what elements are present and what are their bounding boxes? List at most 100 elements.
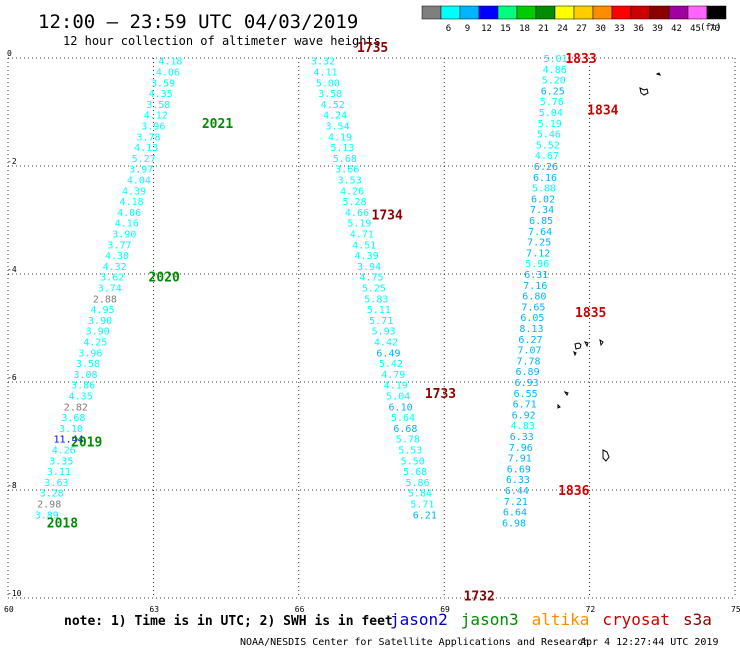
wave-height-value: 3.62 (100, 273, 124, 284)
wave-height-value: 11.44 (54, 435, 84, 446)
wave-height-value: 4.18 (158, 57, 182, 68)
legend-swatch (421, 5, 442, 20)
satellite-name-jason2: jason2 (390, 610, 448, 629)
legend-swatch (630, 5, 651, 20)
footer-note: note: 1) Time is in UTC; 2) SWH is in fe… (64, 614, 393, 629)
wave-height-value: 4.42 (374, 338, 398, 349)
legend-tick-label: 21 (538, 24, 549, 34)
wave-height-value: 7.12 (526, 248, 550, 259)
wave-height-value: 6.93 (515, 378, 539, 389)
wave-height-value: 4.16 (115, 219, 139, 230)
wave-height-value: 6.89 (516, 367, 540, 378)
pass-time-label: 2018 (47, 516, 78, 531)
wave-height-value: 4.71 (350, 230, 374, 241)
wave-height-value: 3.32 (311, 57, 335, 68)
legend-tick-label: 27 (576, 24, 587, 34)
wave-height-value: 5.53 (398, 446, 422, 457)
wave-height-value: 6.26 (534, 162, 558, 173)
wave-height-value: 4.79 (381, 370, 405, 381)
wave-height-value: 5.96 (525, 259, 549, 270)
wave-height-value: 5.88 (532, 184, 556, 195)
wave-height-value: 5.20 (542, 76, 566, 87)
wave-height-value: 6.10 (389, 402, 413, 413)
axis-tick-labels: 0 -2 -4 -6 -8 -10 60 63 66 69 72 75 (4, 49, 740, 614)
wave-height-value: 5.71 (410, 500, 434, 511)
legend-swatch (649, 5, 670, 20)
wave-height-value: 5.83 (364, 294, 388, 305)
pass-time-label: 1834 (587, 103, 618, 118)
wave-height-value: 3.54 (326, 122, 350, 133)
y-tick-label: -8 (7, 481, 17, 490)
legend-swatch (611, 5, 632, 20)
legend-swatch (440, 5, 461, 20)
pass-time-label: 2020 (149, 271, 180, 286)
wave-height-value: 3.90 (86, 327, 110, 338)
wave-height-value: 3.28 (40, 489, 64, 500)
wave-height-value: 7.78 (516, 356, 540, 367)
wave-height-value: 3.59 (151, 78, 175, 89)
wave-height-value: 3.94 (357, 262, 381, 273)
wave-height-value: 6.64 (503, 508, 527, 519)
wave-height-value: 5.76 (540, 97, 564, 108)
y-tick-label: -6 (7, 373, 17, 382)
wave-height-value: 6.49 (376, 348, 400, 359)
wave-height-value: 4.19 (328, 132, 352, 143)
wave-height-value: 4.26 (52, 446, 76, 457)
wave-height-value: 5.84 (408, 489, 432, 500)
pass-time-label: 2019 (71, 435, 102, 450)
legend-tick-label: 36 (633, 24, 644, 34)
legend-swatch (478, 5, 499, 20)
wave-height-value: 2.98 (37, 500, 61, 511)
wave-height-value: 6.02 (531, 194, 555, 205)
wave-height-value: 4.39 (355, 251, 379, 262)
wave-height-value: 6.92 (512, 410, 536, 421)
satellite-tracks: 4.184.063.594.353.584.123.963.784.135.27… (35, 41, 619, 604)
wave-height-value: 7.65 (521, 302, 545, 313)
legend-tick-label: 15 (500, 24, 511, 34)
wave-height-value: 4.12 (144, 111, 168, 122)
wave-height-value: 8.13 (519, 324, 543, 335)
wave-height-value: 4.52 (321, 100, 345, 111)
wave-height-value: 3.35 (49, 456, 73, 467)
wave-height-value: 6.27 (518, 335, 542, 346)
pass-time-label: 1835 (575, 306, 606, 321)
wave-height-value: 7.64 (528, 227, 552, 238)
legend-swatch (668, 5, 689, 20)
wave-height-value: 3.78 (137, 132, 161, 143)
wave-height-value: 4.35 (69, 392, 93, 403)
pass-time-label: 1836 (558, 484, 589, 499)
y-tick-label: -10 (7, 589, 22, 598)
wave-height-value: 7.96 (509, 443, 533, 454)
wave-height-value: 5.64 (391, 413, 415, 424)
wave-height-value: 3.89 (35, 510, 59, 521)
x-tick-label: 75 (731, 605, 740, 614)
wave-height-value: 3.66 (335, 165, 359, 176)
wave-height-value: 3.68 (61, 413, 85, 424)
wave-height-value: 4.86 (543, 65, 567, 76)
wave-height-value: 3.90 (112, 230, 136, 241)
wave-height-value: 4.66 (345, 208, 369, 219)
wave-height-value: 3.63 (44, 478, 68, 489)
pass-time-label: 2021 (202, 117, 233, 132)
legend-swatch (592, 5, 613, 20)
wave-height-value: 4.13 (134, 143, 158, 154)
pass-time-label: 1733 (425, 387, 456, 402)
wave-height-value: 5.13 (330, 143, 354, 154)
footer-timestamp: Apr 4 12:27:44 UTC 2019 (580, 637, 718, 648)
wave-height-value: 6.85 (529, 216, 553, 227)
wave-height-value: 7.34 (530, 205, 554, 216)
s3a-track: 3.324.115.003.584.524.243.544.195.135.68… (311, 41, 495, 604)
page-title: 12:00 – 23:59 UTC 04/03/2019 (38, 11, 358, 33)
wave-height-value: 6.68 (393, 424, 417, 435)
wave-height-value: 3.77 (107, 240, 131, 251)
wave-height-value: 7.16 (523, 281, 547, 292)
wave-height-value: 5.86 (405, 478, 429, 489)
wave-height-value: 3.86 (71, 381, 95, 392)
wave-height-value: 6.31 (524, 270, 548, 281)
wave-height-value: 5.46 (537, 130, 561, 141)
wave-height-value: 4.26 (340, 186, 364, 197)
legend-unit: (ft) (700, 23, 722, 33)
wave-height-value: 7.21 (504, 497, 528, 508)
wave-height-value: 4.83 (511, 421, 535, 432)
wave-height-value: 4.06 (156, 68, 180, 79)
